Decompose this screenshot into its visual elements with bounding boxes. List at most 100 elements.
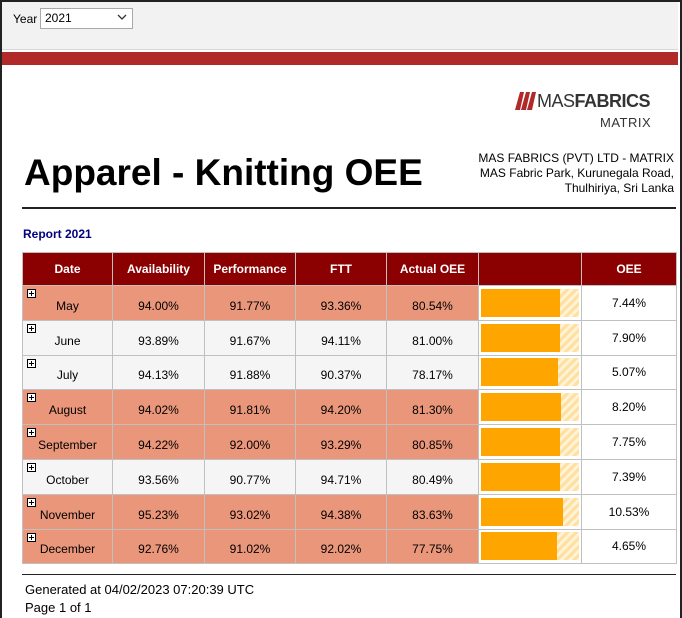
date-label: May xyxy=(56,298,79,313)
table-row: July 94.13% 91.88% 90.37% 78.17% 5.07% xyxy=(22,354,677,391)
cell-actual-oee: 81.30% xyxy=(386,389,479,426)
cell-availability: 93.89% xyxy=(112,319,205,356)
address-line: MAS Fabric Park, Kurunegala Road, xyxy=(479,166,674,180)
cell-ftt: 92.02% xyxy=(295,528,387,565)
cell-availability: 94.22% xyxy=(112,424,205,460)
cell-actual-oee: 80.85% xyxy=(386,424,479,460)
page-number: Page 1 of 1 xyxy=(25,600,92,615)
divider xyxy=(22,207,676,209)
oee-bar-fill xyxy=(481,393,561,422)
expand-icon[interactable] xyxy=(27,358,36,368)
date-label: June xyxy=(54,333,81,348)
oee-bar-fill xyxy=(481,462,560,491)
cell-date: December xyxy=(22,528,113,565)
oee-bar-track xyxy=(481,532,579,561)
brand-logo: MASFABRICS xyxy=(515,91,675,111)
expand-icon[interactable] xyxy=(27,323,36,333)
date-label: September xyxy=(38,438,97,453)
cell-oee: 7.75% xyxy=(581,424,677,460)
table-row: October 93.56% 90.77% 94.71% 80.49% 7.39% xyxy=(22,458,677,495)
cell-ftt: 94.71% xyxy=(295,458,387,495)
header-performance: Performance xyxy=(204,252,296,286)
table-row: December 92.76% 91.02% 92.02% 77.75% 4.65% xyxy=(22,528,677,565)
oee-bar-fill xyxy=(481,323,561,352)
header-bar xyxy=(478,252,582,286)
cell-oee: 10.53% xyxy=(581,493,677,530)
oee-bar-track xyxy=(481,497,579,526)
parameter-bar: Year 2021 xyxy=(2,2,678,50)
cell-oee: 5.07% xyxy=(581,354,677,391)
year-select-value: 2021 xyxy=(45,11,72,25)
date-label: August xyxy=(48,403,87,418)
cell-oee-bar xyxy=(478,319,582,356)
table-row: September 94.22% 92.00% 93.29% 80.85% 7.75% xyxy=(22,424,677,460)
cell-performance: 90.77% xyxy=(204,458,296,495)
oee-bar-track xyxy=(481,462,579,491)
cell-actual-oee: 81.00% xyxy=(386,319,479,356)
date-label: November xyxy=(39,507,96,522)
cell-performance: 91.02% xyxy=(204,528,296,565)
cell-actual-oee: 83.63% xyxy=(386,493,479,530)
cell-oee: 7.90% xyxy=(581,319,677,356)
cell-date: October xyxy=(22,458,113,495)
cell-date: June xyxy=(22,319,113,356)
cell-performance: 92.00% xyxy=(204,424,296,460)
cell-date: August xyxy=(22,389,113,426)
cell-performance: 91.67% xyxy=(204,319,296,356)
mas-logo-icon xyxy=(515,92,536,110)
cell-availability: 92.76% xyxy=(112,528,205,565)
cell-actual-oee: 78.17% xyxy=(386,354,479,391)
date-label: July xyxy=(56,368,79,383)
generated-timestamp: Generated at 04/02/2023 07:20:39 UTC xyxy=(25,582,255,597)
cell-date: November xyxy=(22,493,113,530)
cell-availability: 94.02% xyxy=(112,389,205,426)
oee-table: Date Availability Performance FTT Actual… xyxy=(22,252,677,565)
header-availability: Availability xyxy=(112,252,205,286)
cell-oee: 7.44% xyxy=(581,285,677,321)
cell-oee-bar xyxy=(478,389,582,426)
oee-bar-fill xyxy=(481,428,561,457)
cell-availability: 94.00% xyxy=(112,285,205,321)
expand-icon[interactable] xyxy=(27,428,36,438)
address-line: Thulhiriya, Sri Lanka xyxy=(564,181,674,195)
cell-actual-oee: 80.49% xyxy=(386,458,479,495)
address-line: MAS FABRICS (PVT) LTD - MATRIX xyxy=(478,151,674,165)
oee-bar-fill xyxy=(481,497,563,526)
table-row: June 93.89% 91.67% 94.11% 81.00% 7.90% xyxy=(22,319,677,356)
cell-oee-bar xyxy=(478,285,582,321)
cell-performance: 91.88% xyxy=(204,354,296,391)
cell-date: July xyxy=(22,354,113,391)
expand-icon[interactable] xyxy=(27,532,36,542)
cell-oee: 4.65% xyxy=(581,528,677,565)
cell-ftt: 93.36% xyxy=(295,285,387,321)
cell-actual-oee: 77.75% xyxy=(386,528,479,565)
oee-bar-track xyxy=(481,428,579,457)
cell-availability: 93.56% xyxy=(112,458,205,495)
cell-ftt: 90.37% xyxy=(295,354,387,391)
expand-icon[interactable] xyxy=(27,289,36,298)
expand-icon[interactable] xyxy=(27,497,36,507)
page-title: Apparel - Knitting OEE xyxy=(24,152,423,193)
cell-ftt: 94.11% xyxy=(295,319,387,356)
table-row: November 95.23% 93.02% 94.38% 83.63% 10.53% xyxy=(22,493,677,530)
expand-icon[interactable] xyxy=(27,462,36,472)
table-row: May 94.00% 91.77% 93.36% 80.54% 7.44% xyxy=(22,285,677,321)
brand-sub: MATRIX xyxy=(600,115,652,130)
cell-performance: 91.81% xyxy=(204,389,296,426)
year-select[interactable]: 2021 xyxy=(40,8,133,29)
date-label: December xyxy=(39,542,96,557)
cell-availability: 95.23% xyxy=(112,493,205,530)
cell-oee: 7.39% xyxy=(581,458,677,495)
oee-bar-track xyxy=(481,288,579,317)
footer-divider xyxy=(22,574,676,575)
table-row: August 94.02% 91.81% 94.20% 81.30% 8.20% xyxy=(22,389,677,426)
oee-bar-track xyxy=(481,358,579,387)
oee-bar-track xyxy=(481,323,579,352)
cell-oee-bar xyxy=(478,354,582,391)
table-header-row: Date Availability Performance FTT Actual… xyxy=(22,252,677,286)
header-band xyxy=(2,52,678,65)
cell-performance: 93.02% xyxy=(204,493,296,530)
expand-icon[interactable] xyxy=(27,393,36,403)
header-actual-oee: Actual OEE xyxy=(386,252,479,286)
